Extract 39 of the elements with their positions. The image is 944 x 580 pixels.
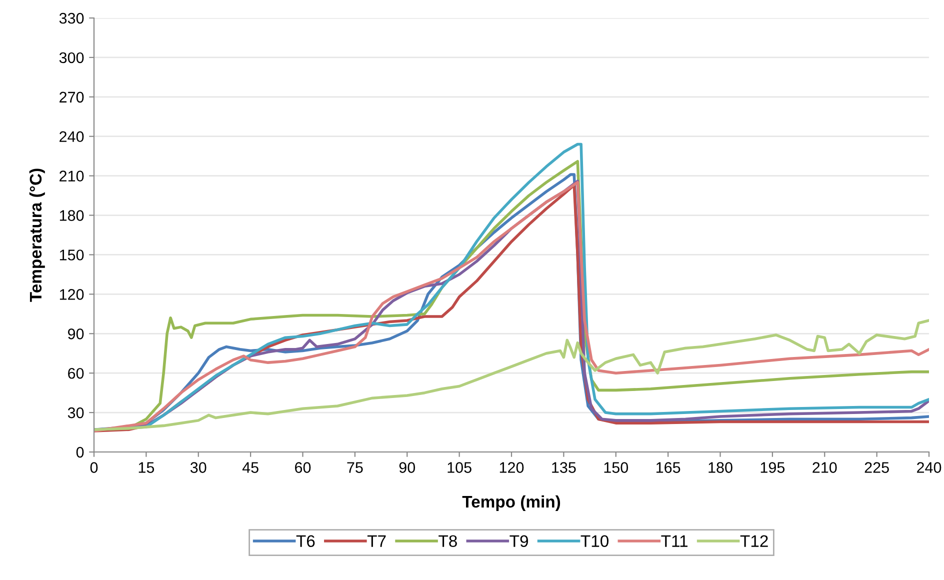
x-tick-label: 120 xyxy=(500,462,524,473)
y-tick-label: 90 xyxy=(68,328,84,340)
legend-label: T11 xyxy=(661,535,688,547)
legend-label: T6 xyxy=(296,535,315,548)
y-tick-label: 240 xyxy=(60,131,84,142)
x-tick-label: 225 xyxy=(864,462,889,473)
x-tick-label: 150 xyxy=(604,462,628,473)
y-tick-label: 150 xyxy=(60,250,84,260)
x-tick-label: 240 xyxy=(917,462,942,473)
y-tick-label: 270 xyxy=(60,92,84,103)
line-series xyxy=(94,319,929,432)
x-axis-title: Tempo (min) xyxy=(462,495,560,511)
x-tick-label: 90 xyxy=(399,462,416,473)
y-axis-title: Temperatura (°C) xyxy=(29,168,45,302)
x-tick-label: 0 xyxy=(90,462,98,473)
legend-label: T10 xyxy=(580,535,609,548)
legend-label: T9 xyxy=(510,535,528,548)
y-tick-label: 120 xyxy=(60,289,84,300)
y-tick-label: 300 xyxy=(59,52,84,64)
legend-label: T12 xyxy=(740,535,768,547)
y-tick-label: 210 xyxy=(60,170,84,182)
x-tick-label: 180 xyxy=(708,462,732,473)
legend-label: T8 xyxy=(438,535,457,548)
x-tick-label: 165 xyxy=(656,462,680,473)
x-tick-label: 75 xyxy=(347,462,363,473)
x-tick-label: 30 xyxy=(190,462,206,473)
x-tick-label: 135 xyxy=(552,462,576,473)
y-tick-label: 0 xyxy=(76,446,84,458)
x-tick-label: 60 xyxy=(295,462,311,473)
y-tick-label: 60 xyxy=(68,368,84,379)
x-tick-label: 210 xyxy=(812,462,837,473)
x-tick-label: 195 xyxy=(760,462,785,473)
x-tick-label: 15 xyxy=(138,462,154,473)
x-tick-label: 105 xyxy=(448,462,472,473)
y-tick-label: 330 xyxy=(59,12,84,24)
y-tick-label: 180 xyxy=(60,210,84,221)
y-tick-label: 30 xyxy=(68,407,84,418)
x-tick-label: 45 xyxy=(242,462,258,473)
legend-label: T7 xyxy=(367,535,386,547)
